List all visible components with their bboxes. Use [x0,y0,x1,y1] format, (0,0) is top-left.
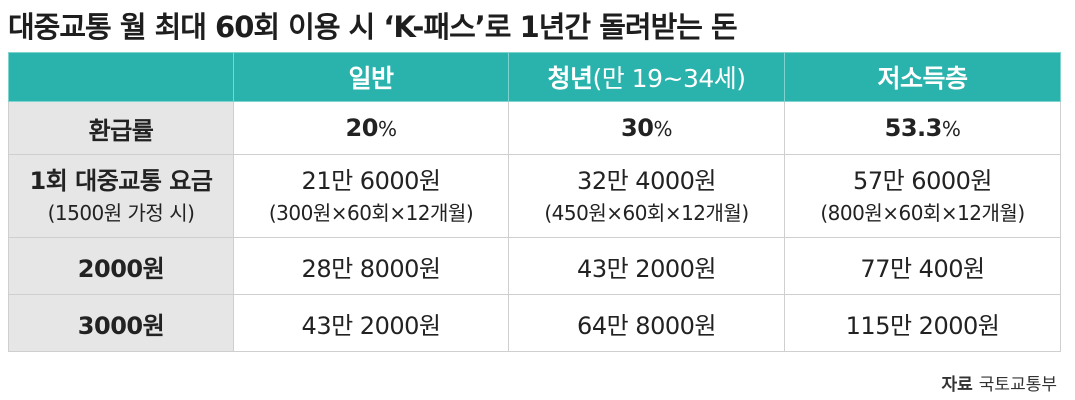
header-general: 일반 [233,52,509,102]
table-row-fare-2000: 2000원 28만 8000원 43만 2000원 77만 400원 [8,237,1061,295]
fare-1500-low-income: 57만 6000원 (800원×60회×12개월) [784,154,1061,238]
row-label-fare-3000: 3000원 [8,294,234,352]
rate-youth-unit: % [653,117,672,141]
header-youth-label: 청년 [547,64,593,93]
header-youth: 청년(만 19~34세) [508,52,785,102]
source-value: 국토교통부 [978,375,1057,395]
fare-1500-general-calc: (300원×60회×12개월) [268,201,474,225]
header-youth-sub: (만 19~34세) [592,64,746,93]
rate-general-unit: % [377,117,397,141]
row-label-fare-1500: 1회 대중교통 요금 (1500원 가정 시) [8,154,234,238]
fare-1500-low-income-calc: (800원×60회×12개월) [820,201,1025,225]
table-row-fare-1500: 1회 대중교통 요금 (1500원 가정 시) 21만 6000원 (300원×… [8,154,1061,238]
fare-2000-youth: 43만 2000원 [508,237,785,295]
table-row-rate: 환급률 20% 30% 53.3% [8,101,1061,155]
rate-low-income-num: 53.3 [884,114,943,142]
fare-1500-youth-amount: 32만 4000원 [577,167,716,195]
rate-low-income-unit: % [941,117,961,141]
row-label-fare-1500-sub: (1500원 가정 시) [47,201,195,225]
header-low-income-label: 저소득층 [877,64,968,93]
fare-1500-general-amount: 21만 6000원 [301,167,441,195]
fare-1500-general: 21만 6000원 (300원×60회×12개월) [233,154,509,238]
fare-3000-low-income: 115만 2000원 [784,294,1061,352]
row-label-rate: 환급률 [8,101,234,155]
fare-2000-general: 28만 8000원 [233,237,509,295]
rate-low-income: 53.3% [784,101,1061,155]
page-title: 대중교통 월 최대 60회 이용 시 ‘K-패스’로 1년간 돌려받는 돈 [8,10,738,44]
rate-general-num: 20 [345,114,379,142]
header-low-income: 저소득층 [784,52,1061,102]
fare-3000-general: 43만 2000원 [233,294,509,352]
rate-youth-num: 30 [621,114,654,142]
header-corner-cell [8,52,234,102]
fare-1500-youth-calc: (450원×60회×12개월) [544,201,749,225]
source-credit: 자료 국토교통부 [942,370,1057,395]
rate-general: 20% [233,101,509,155]
refund-table: 일반 청년(만 19~34세) 저소득층 환급률 20% 30% 53.3% 1… [8,52,1061,352]
header-general-label: 일반 [348,64,394,93]
table-row-fare-3000: 3000원 43만 2000원 64만 8000원 115만 2000원 [8,294,1061,352]
fare-2000-low-income: 77만 400원 [784,237,1061,295]
fare-3000-youth: 64만 8000원 [508,294,785,352]
row-label-fare-1500-main: 1회 대중교통 요금 [29,167,213,195]
row-label-fare-2000: 2000원 [8,237,234,295]
fare-1500-low-income-amount: 57만 6000원 [853,167,992,195]
table-header-row: 일반 청년(만 19~34세) 저소득층 [8,52,1061,102]
rate-youth: 30% [508,101,785,155]
source-label: 자료 [941,375,973,395]
fare-1500-youth: 32만 4000원 (450원×60회×12개월) [508,154,785,238]
